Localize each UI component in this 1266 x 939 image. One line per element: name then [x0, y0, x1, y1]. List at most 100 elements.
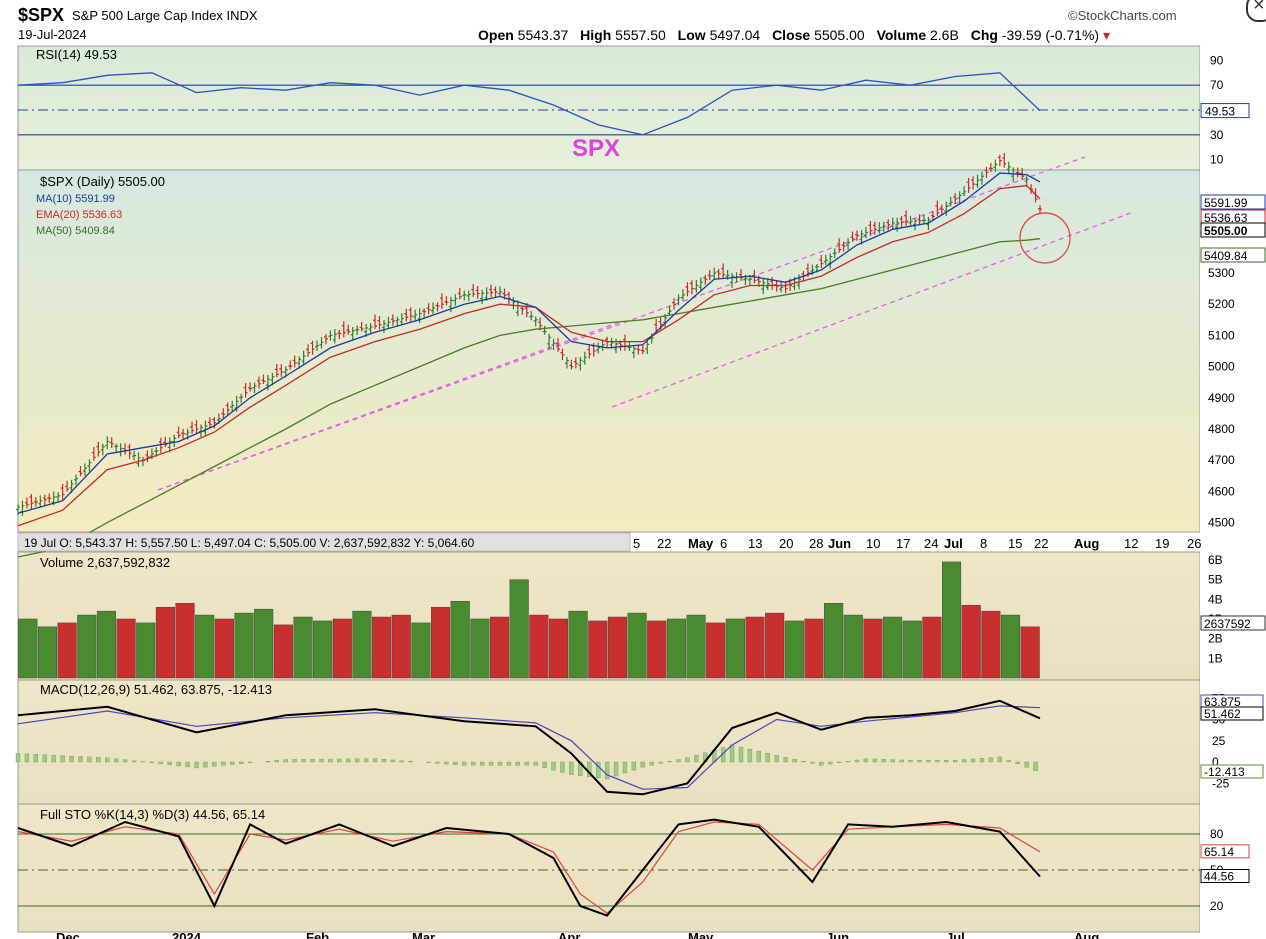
volume-bar [77, 614, 97, 679]
macd-histogram-bar [747, 748, 753, 763]
volume-last-label: 2637592 [1204, 617, 1251, 631]
volume-bar [883, 616, 903, 679]
macd-histogram-bar [810, 761, 815, 764]
rsi-panel [17, 45, 1201, 171]
macd-histogram-bar [355, 758, 360, 763]
x-axis-label: 22 [657, 536, 671, 551]
macd-histogram-bar [363, 758, 369, 763]
macd-histogram-bar [1015, 761, 1020, 765]
volume-bar [588, 620, 608, 679]
legend-ma10: MA(10) 5591.99 [36, 193, 115, 205]
x-axis-label: 26 [1187, 536, 1201, 551]
price-tick-4900: 4900 [1208, 391, 1235, 405]
x-axis-label: 6 [720, 536, 727, 551]
volume-bar [313, 620, 333, 679]
macd-histogram-bar [292, 759, 297, 763]
x-axis-label: 10 [866, 536, 880, 551]
price-tick-4800: 4800 [1208, 422, 1235, 436]
macd-histogram-bar [462, 761, 467, 766]
volume-bar [96, 610, 116, 679]
macd-histogram-bar [114, 758, 119, 763]
volume-bar [470, 618, 490, 679]
macd-histogram-bar [265, 761, 271, 763]
macd-last-label: 63.875 [1204, 695, 1241, 709]
bottom-axis-label: 2024 [172, 930, 202, 939]
channel-lower-1 [157, 321, 621, 491]
price-last-label: 5409.84 [1204, 249, 1248, 263]
x-axis-label: 22 [1034, 536, 1048, 551]
x-axis-label: 8 [980, 536, 987, 551]
macd-histogram-bar [105, 757, 110, 763]
sto-tick-80: 80 [1210, 827, 1224, 841]
volume-bar [725, 618, 745, 679]
volume-bar [411, 622, 431, 679]
volume-bar [607, 616, 627, 679]
macd-histogram-bar [453, 761, 458, 765]
index-name: S&P 500 Large Cap Index [72, 8, 223, 23]
macd-last-label: 51.462 [1204, 707, 1241, 721]
x-axis-label: Jul [944, 536, 963, 551]
macd-histogram-bar [828, 761, 833, 765]
macd-histogram-bar [738, 746, 744, 763]
volume-bar [843, 614, 863, 679]
price-last-box [1200, 194, 1266, 210]
price-last-box [1200, 247, 1266, 263]
volume-bar [804, 618, 824, 679]
macd-title: MACD(12,26,9) 51.462, 63.875, -12.413 [40, 682, 272, 697]
price-tick-5000: 5000 [1208, 360, 1235, 374]
macd-histogram-bar [837, 761, 842, 763]
volume-bar [922, 616, 942, 679]
stochastic-panel [17, 803, 1201, 933]
macd-histogram-bar [346, 758, 351, 763]
macd-histogram-bar [497, 761, 503, 766]
volume-bar [902, 620, 922, 679]
exchange: INDX [226, 8, 258, 23]
rsi-annotation: SPX [572, 135, 620, 162]
x-axis-label: 17 [896, 536, 910, 551]
macd-histogram-bar [506, 761, 512, 766]
stochastic-title: Full STO %K(14,3) %D(3) 44.56, 65.14 [40, 807, 265, 822]
volume-bar [1000, 614, 1021, 679]
macd-histogram-bar [238, 761, 244, 764]
macd-tick-25: 25 [1212, 734, 1226, 748]
ma10-line [17, 172, 1041, 514]
chart-date: 19-Jul-2024 [18, 27, 87, 42]
macd-histogram-bar [15, 753, 21, 763]
macd-histogram-bar [694, 755, 699, 763]
macd-tick--25: -25 [1212, 776, 1230, 790]
sto-k-label: 44.56 [1204, 870, 1234, 884]
bottom-axis-label: Jul [946, 930, 965, 939]
volume-bar [18, 618, 38, 679]
macd-histogram-bar [372, 758, 378, 763]
macd-histogram-bar [890, 759, 895, 763]
macd-histogram-bar [649, 761, 654, 766]
macd-histogram-bar [988, 757, 994, 763]
macd-histogram-bar [596, 761, 601, 779]
macd-histogram-bar [979, 758, 985, 763]
macd-histogram-bar [970, 758, 976, 763]
macd-histogram-bar [87, 756, 92, 763]
macd-histogram-bar [1033, 761, 1038, 771]
brand-logo[interactable]: ©StockCharts.com [1068, 8, 1177, 23]
volume-tick-2B: 2B [1208, 632, 1223, 646]
macd-histogram-bar [569, 761, 574, 775]
volume-bar [136, 622, 156, 679]
macd-histogram-bar [96, 757, 101, 763]
volume-bar [155, 606, 175, 679]
volume-bar [745, 616, 765, 679]
volume-bar [568, 610, 588, 679]
macd-histogram-bar [131, 760, 137, 763]
price-tick-5100: 5100 [1208, 328, 1235, 342]
macd-histogram-bar [122, 759, 128, 763]
macd-last-label: -12.413 [1204, 765, 1245, 779]
sto-d-box [1200, 844, 1250, 859]
macd-histogram-bar [961, 759, 967, 763]
x-axis-label: 5 [633, 536, 640, 551]
macd-histogram-bar [881, 759, 886, 763]
rsi-tick-90: 90 [1210, 53, 1224, 67]
price-tick-4700: 4700 [1208, 453, 1235, 467]
macd-histogram-bar [997, 756, 1002, 763]
close-icon[interactable] [1246, 0, 1266, 22]
macd-histogram-bar [185, 761, 190, 768]
